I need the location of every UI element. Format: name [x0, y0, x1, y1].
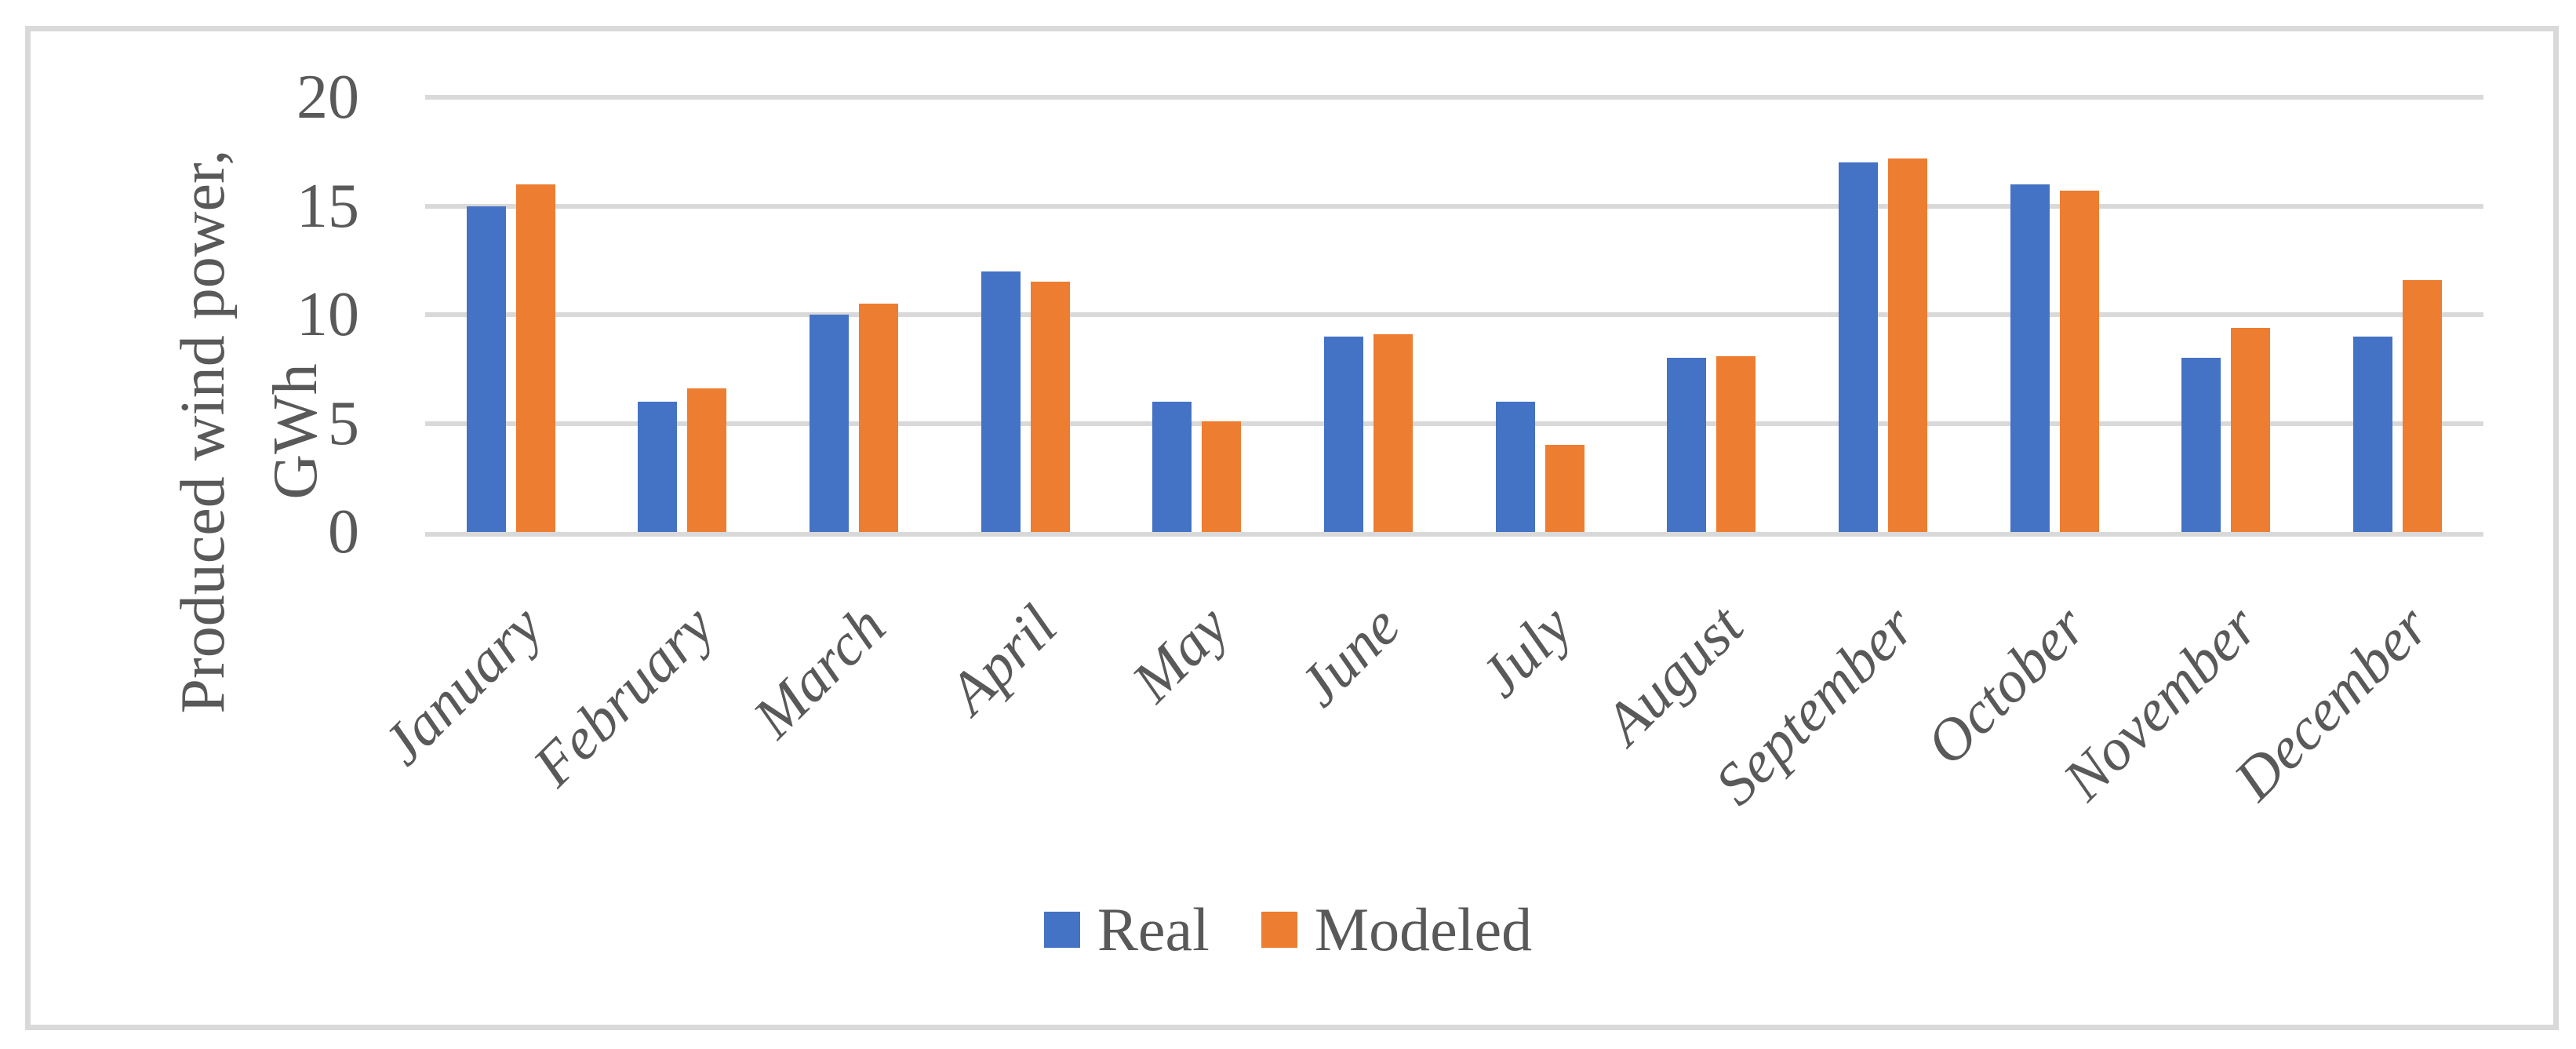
y-tick-label-5: 5 — [328, 388, 359, 458]
bar-group-may — [1112, 97, 1283, 532]
bar-real-june — [1324, 336, 1364, 532]
bar-modeled-august — [1716, 355, 1756, 532]
legend-item-modeled: Modeled — [1261, 894, 1532, 966]
bar-group-december — [2312, 97, 2483, 532]
bar-group-february — [597, 97, 769, 532]
bar-modeled-february — [687, 388, 727, 532]
bar-modeled-march — [859, 304, 899, 532]
bar-modeled-july — [1545, 445, 1585, 532]
bar-modeled-april — [1030, 282, 1070, 532]
bar-group-july — [1454, 97, 1626, 532]
bar-real-may — [1152, 401, 1192, 532]
gridline-y-20 — [425, 95, 2483, 100]
y-tick-label-20: 20 — [297, 63, 359, 132]
bar-real-october — [2010, 184, 2050, 532]
bar-real-november — [2181, 358, 2221, 532]
plot-area — [425, 95, 2483, 537]
legend: Real Modeled — [0, 894, 2576, 966]
bar-real-january — [466, 206, 506, 532]
figure-border — [25, 26, 2559, 1030]
gridline-y-15 — [425, 203, 2483, 209]
y-tick-label-0: 0 — [328, 497, 359, 566]
bar-group-january — [425, 97, 597, 532]
bar-real-february — [638, 401, 678, 532]
bar-real-march — [810, 315, 850, 532]
bar-group-october — [1969, 97, 2141, 532]
bar-group-august — [1626, 97, 1798, 532]
bar-real-august — [1667, 358, 1707, 532]
bar-series-area — [425, 97, 2483, 532]
y-tick-label-10: 10 — [297, 280, 359, 349]
legend-swatch-real — [1043, 912, 1080, 948]
bar-group-november — [2141, 97, 2312, 532]
bar-modeled-june — [1374, 333, 1414, 532]
bar-real-december — [2353, 336, 2393, 532]
bar-modeled-november — [2231, 327, 2271, 532]
x-axis-line — [425, 532, 2483, 537]
bar-real-september — [1839, 162, 1879, 532]
bar-real-april — [981, 271, 1021, 532]
bar-modeled-may — [1202, 421, 1242, 532]
bar-modeled-january — [515, 184, 555, 532]
legend-label-modeled: Modeled — [1314, 895, 1533, 963]
legend-swatch-modeled — [1261, 912, 1297, 948]
bar-group-april — [940, 97, 1112, 532]
bar-real-july — [1495, 401, 1535, 532]
bar-group-march — [768, 97, 940, 532]
bar-modeled-december — [2403, 279, 2443, 532]
legend-label-real: Real — [1097, 895, 1210, 963]
gridline-y-5 — [425, 421, 2483, 426]
y-tick-label-15: 15 — [297, 171, 359, 241]
bar-group-june — [1283, 97, 1454, 532]
bar-modeled-september — [1888, 158, 1928, 532]
legend-item-real: Real — [1043, 894, 1210, 966]
gridline-y-10 — [425, 312, 2483, 317]
bar-group-september — [1797, 97, 1969, 532]
bar-modeled-october — [2059, 191, 2099, 532]
